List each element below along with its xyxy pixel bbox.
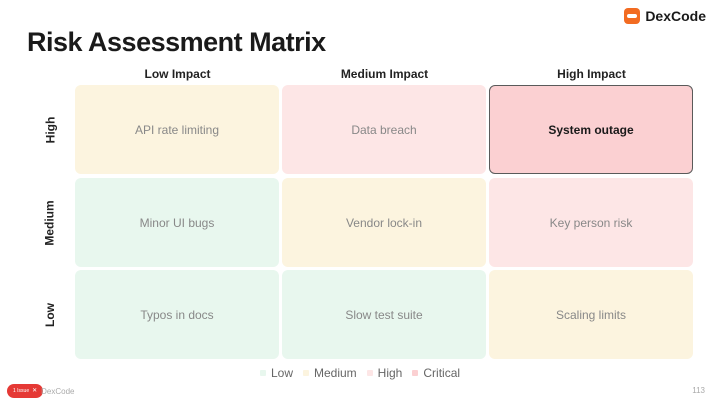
legend-swatch (412, 370, 419, 376)
matrix-cell: Scaling limits (489, 270, 693, 359)
column-header-high-impact: High Impact (557, 67, 626, 81)
footer-left: 1 Issue ✕ DexCode (7, 384, 75, 398)
close-icon[interactable]: ✕ (32, 388, 38, 394)
page-number: 113 (692, 386, 705, 395)
footer-brand: DexCode (41, 386, 75, 396)
legend-swatch (302, 370, 309, 376)
row-header-low: Low (40, 270, 60, 360)
legend-item-low: Low (259, 366, 293, 380)
matrix-cell: Key person risk (489, 178, 693, 267)
legend-swatch (259, 370, 266, 376)
legend-label: High (377, 366, 403, 380)
row-header-label: Low (43, 303, 57, 327)
dexcode-logo-icon (624, 8, 641, 24)
matrix-cell: API rate limiting (75, 85, 279, 174)
legend-swatch (366, 370, 373, 376)
row-header-medium: Medium (40, 178, 60, 268)
legend-label: Low (270, 366, 293, 380)
matrix-cell: Slow test suite (282, 270, 486, 359)
column-header-low-impact: Low Impact (144, 67, 211, 81)
legend-item-medium: Medium (302, 366, 357, 380)
legend-label: Medium (313, 366, 357, 380)
issue-badge-label: 1 Issue (13, 388, 30, 394)
matrix-cell-highlighted: System outage (489, 85, 693, 174)
issue-badge[interactable]: 1 Issue ✕ (7, 384, 44, 398)
matrix-cell: Data breach (282, 85, 486, 174)
matrix-cell: Typos in docs (75, 270, 279, 359)
legend-label: Critical (423, 366, 461, 380)
brand-name: DexCode (645, 8, 706, 24)
matrix-cell: Minor UI bugs (75, 178, 279, 267)
page-title: Risk Assessment Matrix (27, 27, 326, 57)
matrix-cell: Vendor lock-in (282, 178, 486, 267)
column-header-medium-impact: Medium Impact (340, 67, 429, 81)
legend-item-critical: Critical (412, 366, 460, 380)
legend-item-high: High (366, 366, 403, 380)
row-header-label: High (43, 116, 58, 144)
brand-logo: DexCode (624, 8, 706, 24)
row-header-high: High (40, 85, 60, 175)
legend: Low Medium High Critical (0, 366, 720, 380)
row-header-label: Medium (43, 200, 57, 246)
